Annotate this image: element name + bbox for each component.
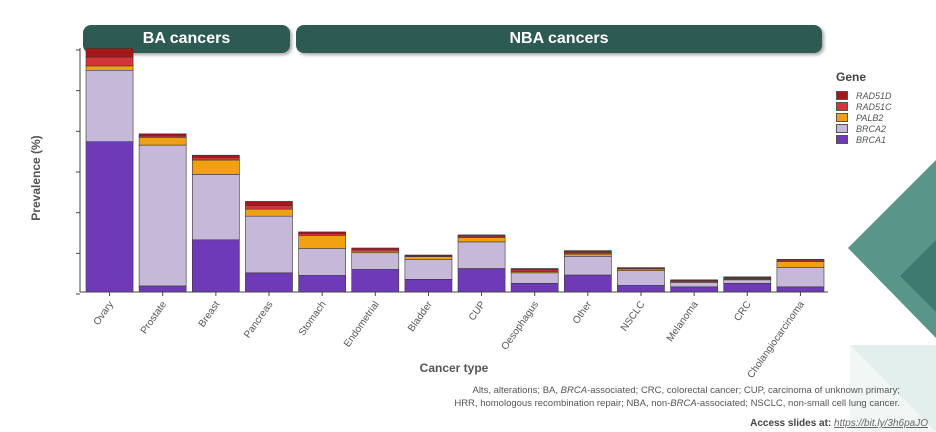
bar-segment-brca2-other xyxy=(563,255,612,276)
bar-segment-brca1-cup xyxy=(457,268,506,293)
x-tick-label-melanoma: Melanoma xyxy=(665,299,701,344)
x-tick-label-prostate: Prostate xyxy=(139,299,170,336)
ba-cancers-label: BA cancers xyxy=(142,30,231,47)
legend-label: RAD51C xyxy=(856,101,892,112)
footnote-line-1: Alts, alterations; BA, BRCA-associated; … xyxy=(472,385,900,396)
axes-layer xyxy=(76,48,828,296)
x-tick-label-breast: Breast xyxy=(197,299,223,329)
legend-label: PALB2 xyxy=(856,112,884,123)
bar-segment-rad51c-ovary xyxy=(85,56,134,67)
y-axis-label: Prevalence (%) xyxy=(29,135,43,221)
legend-swatch xyxy=(836,102,848,111)
bar-segment-palb2-cup xyxy=(457,237,506,243)
legend-item-rad51d: RAD51D xyxy=(836,90,892,101)
legend-title: Gene xyxy=(836,70,867,84)
bar-segment-rad51d-ovary xyxy=(85,48,134,58)
bar-segment-brca2-cup xyxy=(457,241,506,269)
legend-label: RAD51D xyxy=(856,90,892,101)
bar-segment-rad51d-crc xyxy=(723,276,772,279)
bar-segment-brca1-ovary xyxy=(85,141,134,293)
bar-segment-rad51d-cholangiocarcinoma xyxy=(776,258,825,261)
bar-segment-rad51c-breast xyxy=(192,157,240,161)
bar-segment-brca2-melanoma xyxy=(670,282,718,288)
x-tick-label-bladder: Bladder xyxy=(406,299,435,334)
footnote-line-2: HRR, homologous recombination repair; NB… xyxy=(454,398,900,409)
bar-segment-brca1-pancreas xyxy=(245,272,293,293)
legend-item-rad51c: RAD51C xyxy=(836,101,892,112)
x-tick-label-ovary: Ovary xyxy=(92,299,116,327)
bar-segment-rad51d-nsclc xyxy=(617,267,665,269)
bar-segment-brca2-stomach xyxy=(298,248,347,276)
bar-segment-brca2-bladder xyxy=(404,258,453,280)
legend-label: BRCA2 xyxy=(856,123,887,134)
bar-segment-rad51d-cup xyxy=(457,234,506,237)
bar-segment-brca2-crc xyxy=(723,279,772,284)
bar-segment-palb2-prostate xyxy=(138,137,187,146)
bar-segment-rad51d-bladder xyxy=(404,254,453,257)
legend-swatch xyxy=(836,91,848,100)
legend-item-brca1: BRCA1 xyxy=(836,134,886,145)
access-link[interactable]: https://bit.ly/3h6paJO xyxy=(834,418,928,429)
bar-segment-brca1-melanoma xyxy=(670,286,718,293)
bar-segment-rad51d-endometrial xyxy=(351,247,400,250)
bar-segment-rad51d-prostate xyxy=(138,133,187,137)
x-tick-label-stomach: Stomach xyxy=(297,299,329,338)
bar-segment-palb2-ovary xyxy=(85,65,134,71)
bar-segment-brca2-breast xyxy=(192,174,240,241)
bar-segment-palb2-pancreas xyxy=(245,208,293,217)
bar-segment-brca1-nsclc xyxy=(617,285,665,293)
x-tick-label-crc: CRC xyxy=(732,299,753,323)
bar-segment-brca1-cholangiocarcinoma xyxy=(776,286,825,293)
bar-segment-brca1-other xyxy=(563,274,612,293)
x-tick-label-oesophagus: Oesophagus xyxy=(500,299,542,352)
bars-layer xyxy=(85,48,825,293)
nba-cancers-banner: NBA cancers xyxy=(296,25,822,53)
bar-segment-brca2-prostate xyxy=(138,144,187,287)
legend-swatch xyxy=(836,113,848,122)
legend-item-brca2: BRCA2 xyxy=(836,123,886,134)
bar-segment-rad51d-stomach xyxy=(298,231,347,234)
access-slides: Access slides at: https://bit.ly/3h6paJO xyxy=(750,418,928,429)
bar-segment-brca2-ovary xyxy=(85,69,134,142)
x-tick-label-cholangiocarcinoma: Cholangiocarcinoma xyxy=(746,299,808,380)
nba-cancers-label: NBA cancers xyxy=(509,30,609,47)
legend-label: BRCA1 xyxy=(856,134,887,145)
legend-swatch xyxy=(836,124,848,133)
bar-segment-palb2-stomach xyxy=(298,235,347,249)
bar-segment-brca1-crc xyxy=(723,282,772,293)
bar-segment-brca1-oesophagus xyxy=(510,282,559,293)
bar-segment-rad51d-other xyxy=(563,250,612,253)
bar-segment-brca2-cholangiocarcinoma xyxy=(776,267,825,288)
x-tick-label-other: Other xyxy=(571,299,595,326)
x-tick-label-nsclc: NSCLC xyxy=(619,299,647,333)
bar-segment-brca2-nsclc xyxy=(617,270,665,286)
x-tick-label-cup: CUP xyxy=(467,299,488,323)
x-axis-label: Cancer type xyxy=(419,361,489,375)
legend-swatch xyxy=(836,135,848,144)
bar-segment-brca2-oesophagus xyxy=(510,272,559,284)
x-tick-label-endometrial: Endometrial xyxy=(342,299,382,349)
bar-segment-brca2-pancreas xyxy=(245,215,293,274)
bar-segment-brca2-endometrial xyxy=(351,252,400,270)
bar-segment-brca1-breast xyxy=(192,239,240,293)
bar-segment-rad51d-melanoma xyxy=(670,279,718,281)
bar-segment-rad51d-oesophagus xyxy=(510,268,559,271)
bar-segment-palb2-other xyxy=(563,253,612,257)
bar-segment-rad51d-breast xyxy=(192,154,240,158)
bar-segment-palb2-cholangiocarcinoma xyxy=(776,261,825,268)
bar-segment-rad51d-pancreas xyxy=(245,201,293,207)
bar-segment-brca1-endometrial xyxy=(351,268,400,293)
bar-segment-palb2-breast xyxy=(192,159,240,175)
bar-segment-rad51c-pancreas xyxy=(245,205,293,210)
x-tick-label-pancreas: Pancreas xyxy=(242,299,275,340)
bar-segment-palb2-bladder xyxy=(404,256,453,260)
bar-segment-brca1-stomach xyxy=(298,275,347,293)
legend-item-palb2: PALB2 xyxy=(836,112,883,123)
bar-segment-brca1-bladder xyxy=(404,279,453,293)
access-label: Access slides at: xyxy=(750,418,832,429)
bar-segment-brca1-prostate xyxy=(138,285,187,293)
